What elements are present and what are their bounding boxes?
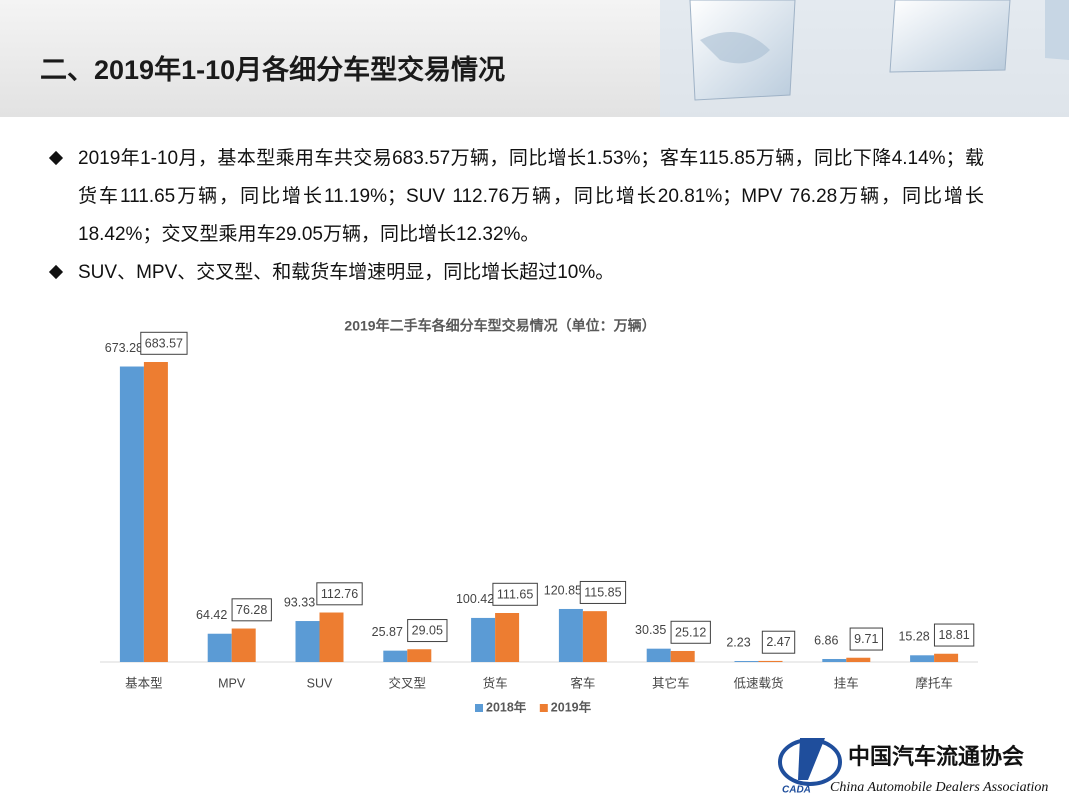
slide-title: 二、2019年1-10月各细分车型交易情况 — [40, 55, 506, 85]
legend-swatch — [539, 704, 548, 712]
data-label: 100.42 — [456, 592, 494, 606]
legend-label: 2019年 — [551, 699, 592, 714]
bar — [910, 655, 935, 662]
data-label-box — [933, 623, 975, 647]
chart-title: 2019年二手车各细分车型交易情况（单位：万辆） — [344, 318, 655, 334]
data-label: 115.85 — [584, 585, 621, 599]
header-band: 二、2019年1-10月各细分车型交易情况 — [0, 0, 1069, 117]
data-label-box — [316, 582, 363, 606]
bar — [383, 650, 408, 662]
data-label: 64.42 — [196, 608, 227, 622]
bullet: 2019年1-10月，基本型乘用车共交易683.57万辆，同比增长1.53%；客… — [48, 140, 984, 254]
bar — [822, 658, 847, 662]
x-tick-label: MPV — [218, 676, 246, 690]
bar — [558, 608, 583, 662]
x-tick-label: 低速载货 — [733, 675, 783, 690]
x-tick-label: 挂车 — [834, 675, 859, 690]
x-tick-label: 其它车 — [652, 675, 690, 690]
data-label: 18.81 — [938, 628, 969, 642]
bar — [734, 661, 759, 662]
bar — [119, 366, 144, 662]
logo: CADA 中国汽车流通协会 China Automobile Dealers A… — [778, 738, 1048, 796]
data-label: 93.33 — [284, 595, 315, 609]
logo-mark: CADA — [782, 785, 811, 796]
data-label: 2.47 — [766, 635, 790, 649]
bar — [319, 612, 344, 662]
data-label: 30.35 — [635, 623, 666, 637]
data-label: 2.23 — [726, 635, 750, 649]
bar — [471, 617, 496, 662]
logo-name: 中国汽车流通协会 — [848, 744, 1024, 769]
data-label: 15.28 — [898, 630, 929, 644]
bullet: SUV、MPV、交叉型、和载货车增速明显，同比增长超过10%。 — [48, 254, 984, 292]
bullet-list: 2019年1-10月，基本型乘用车共交易683.57万辆，同比增长1.53%；客… — [48, 140, 984, 292]
legend-label: 2018年 — [486, 699, 527, 714]
header-image — [660, 0, 1069, 117]
data-label-box — [407, 619, 448, 643]
x-tick-label: 交叉型 — [389, 675, 427, 690]
x-tick-label: 客车 — [570, 675, 595, 690]
data-label: 111.65 — [497, 587, 533, 601]
data-label: 112.76 — [321, 587, 358, 601]
data-label-box — [849, 627, 884, 651]
x-tick-label: 货车 — [483, 675, 508, 690]
data-label-box — [231, 598, 272, 622]
bar — [207, 633, 232, 662]
x-tick-label: 摩托车 — [915, 675, 953, 690]
bar — [295, 621, 320, 662]
bar — [582, 611, 607, 662]
x-tick-label: SUV — [307, 676, 333, 690]
bar — [670, 650, 695, 662]
data-label: 29.05 — [412, 624, 443, 638]
bar — [934, 653, 959, 662]
data-label-box — [140, 331, 188, 355]
bar — [758, 660, 783, 662]
bar — [846, 657, 871, 662]
data-label-box — [492, 582, 538, 606]
bar — [646, 648, 671, 662]
data-label: 683.57 — [145, 336, 183, 350]
logo-english: China Automobile Dealers Association — [830, 780, 1048, 795]
data-label: 9.71 — [854, 632, 878, 646]
data-label: 120.85 — [544, 583, 582, 597]
bar — [495, 612, 520, 662]
data-label: 76.28 — [236, 603, 267, 617]
data-label: 673.28 — [105, 341, 143, 355]
data-label-box — [670, 620, 711, 644]
data-label: 25.87 — [372, 625, 403, 639]
bar — [231, 628, 256, 662]
bar — [143, 362, 168, 662]
data-label-box — [579, 580, 627, 604]
data-label: 25.12 — [675, 625, 706, 639]
legend-swatch — [475, 704, 483, 712]
chart: 2019年二手车各细分车型交易情况（单位：万辆） 基本型 673.28 683.57… — [100, 318, 978, 714]
x-tick-label: 基本型 — [125, 676, 163, 690]
data-label-box — [761, 630, 796, 654]
data-label: 6.86 — [814, 633, 838, 647]
bar — [407, 649, 432, 662]
